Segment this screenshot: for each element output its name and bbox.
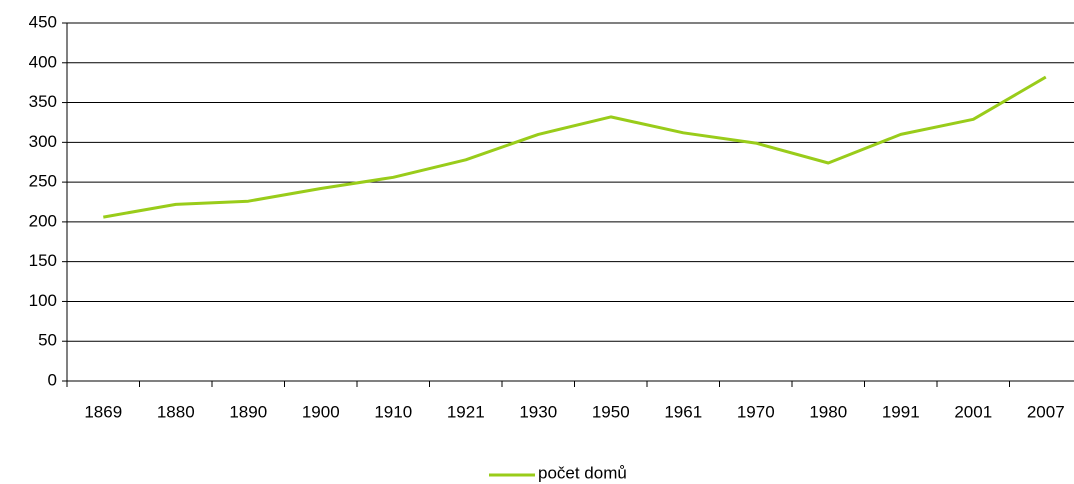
x-tick-label: 1930 bbox=[519, 402, 557, 421]
x-tick-label: 1869 bbox=[84, 402, 122, 421]
legend-label: počet domů bbox=[538, 463, 627, 482]
x-tick-label: 1991 bbox=[882, 402, 920, 421]
y-tick-label: 200 bbox=[29, 211, 57, 230]
x-tick-label: 1890 bbox=[229, 402, 267, 421]
y-tick-label: 400 bbox=[29, 52, 57, 71]
y-tick-label: 100 bbox=[29, 291, 57, 310]
y-tick-label: 250 bbox=[29, 172, 57, 191]
x-tick-label: 1970 bbox=[737, 402, 775, 421]
x-tick-label: 1910 bbox=[374, 402, 412, 421]
x-tick-label: 1900 bbox=[302, 402, 340, 421]
x-tick-label: 1880 bbox=[157, 402, 195, 421]
x-tick-label: 1980 bbox=[809, 402, 847, 421]
y-tick-label: 0 bbox=[48, 370, 57, 389]
data-line bbox=[103, 75, 1047, 219]
y-tick-label: 350 bbox=[29, 92, 57, 111]
y-tick-label: 50 bbox=[38, 331, 57, 350]
y-tick-label: 150 bbox=[29, 251, 57, 270]
x-tick-label: 1950 bbox=[592, 402, 630, 421]
x-tick-label: 2001 bbox=[954, 402, 992, 421]
x-tick-label: 1921 bbox=[447, 402, 485, 421]
y-tick-label: 450 bbox=[29, 12, 57, 31]
y-tick-label: 300 bbox=[29, 132, 57, 151]
x-tick-label: 2007 bbox=[1027, 402, 1065, 421]
x-tick-label: 1961 bbox=[664, 402, 702, 421]
